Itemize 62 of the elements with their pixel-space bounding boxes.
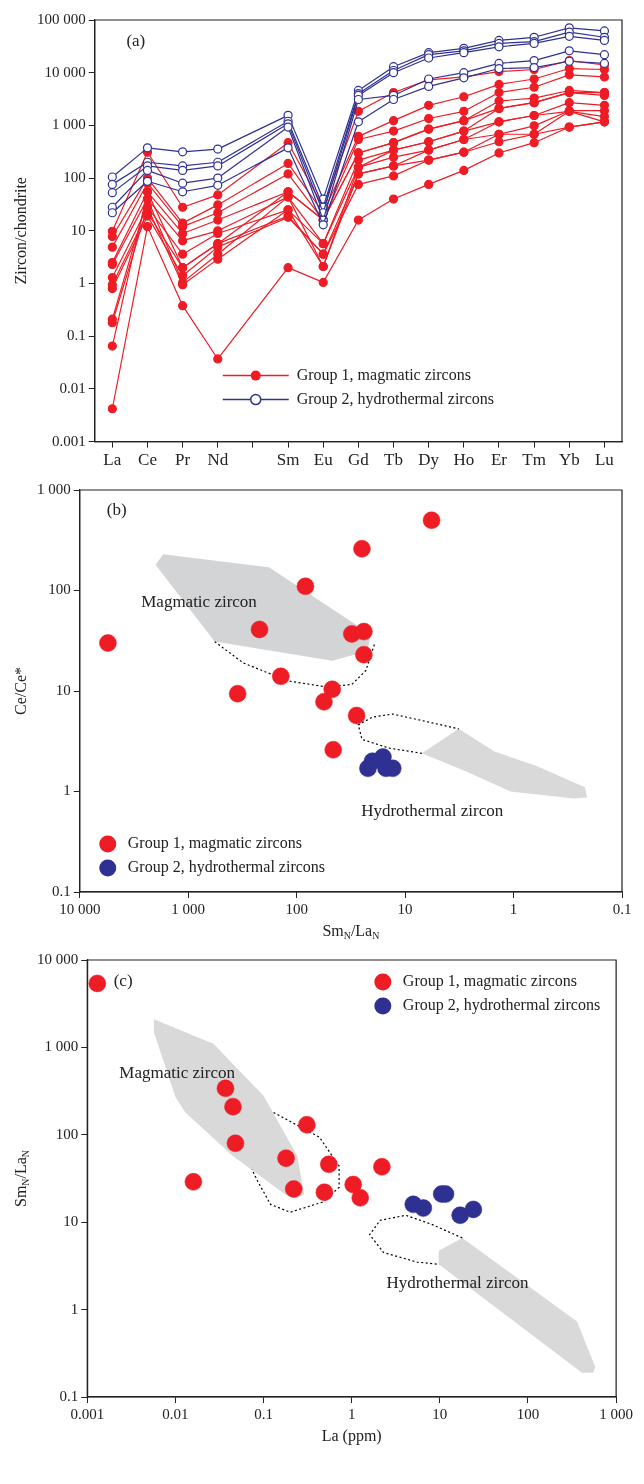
y-tick-label: 10 xyxy=(70,221,86,238)
x-tick-label: Tb xyxy=(384,450,403,470)
x-tick-label: La xyxy=(103,450,122,470)
x-tick-label: 1 000 xyxy=(599,1405,633,1422)
legend-label: Group 2, hydrothermal zircons xyxy=(402,996,601,1015)
y-tick-label: 0.1 xyxy=(59,1387,79,1404)
annotation: (c) xyxy=(113,971,133,991)
x-tick-label: 1 000 xyxy=(171,900,206,917)
x-tick-label: 0.1 xyxy=(254,1405,273,1422)
y-tick-label: 1 xyxy=(70,1300,79,1317)
y-tick-label: 1 xyxy=(78,274,86,291)
x-tick-label: Pr xyxy=(175,450,191,470)
x-tick-label: Eu xyxy=(313,450,334,470)
y-tick-label: 1 xyxy=(63,782,71,799)
y-tick-label: 0.1 xyxy=(67,327,86,344)
y-tick-label: 1 000 xyxy=(44,1038,79,1055)
y-tick-label: 10 xyxy=(63,1213,79,1230)
annotation: Magmatic zircon xyxy=(141,592,258,612)
annotation: Hydrothermal zircon xyxy=(361,801,504,821)
x-tick-label: Dy xyxy=(418,450,440,470)
legend-label: Group 2, hydrothermal zircons xyxy=(127,858,326,877)
y-tick-label: 1 000 xyxy=(52,116,86,133)
x-tick-label: 1 xyxy=(509,900,518,917)
y-axis-title: SmN/LaN xyxy=(12,1150,32,1207)
x-tick-label: 100 xyxy=(516,1405,540,1422)
y-axis-title: Zircon/chondrite xyxy=(12,177,30,285)
y-tick-label: 100 xyxy=(55,1125,79,1142)
y-tick-label: 0.001 xyxy=(52,432,86,449)
x-axis-title: La (ppm) xyxy=(321,1427,382,1446)
y-tick-label: 100 000 xyxy=(37,10,86,27)
annotation: (a) xyxy=(126,30,146,50)
y-tick-label: 100 xyxy=(48,581,71,598)
x-tick-label: Lu xyxy=(594,450,615,470)
x-tick-label: 0.01 xyxy=(162,1405,189,1422)
x-tick-label: Ho xyxy=(453,450,475,470)
y-axis-title: Ce/Ce* xyxy=(12,667,30,715)
y-tick-label: 10 xyxy=(55,681,71,698)
x-tick-label: 1 xyxy=(347,1405,356,1422)
x-tick-label: Nd xyxy=(207,450,229,470)
x-tick-label: Sm xyxy=(276,450,300,470)
x-tick-label: 10 xyxy=(432,1405,448,1422)
x-tick-label: 0.1 xyxy=(612,900,632,917)
x-tick-label: Ce xyxy=(138,450,157,470)
annotation: Hydrothermal zircon xyxy=(386,1272,529,1292)
annotation: Magmatic zircon xyxy=(119,1063,236,1083)
x-tick-label: Tm xyxy=(522,450,546,470)
y-tick-label: 10 000 xyxy=(44,63,86,80)
legend-label: Group 1, magmatic zircons xyxy=(127,834,302,853)
y-tick-label: 100 xyxy=(63,169,86,186)
legend-label: Group 1, magmatic zircons xyxy=(402,972,578,991)
annotation: (b) xyxy=(106,499,127,519)
legend-label: Group 1, magmatic zircons xyxy=(296,365,471,384)
x-tick-label: Gd xyxy=(347,450,370,470)
x-tick-label: 100 xyxy=(285,900,308,917)
y-tick-label: 0.01 xyxy=(59,379,86,396)
x-tick-label: Yb xyxy=(558,450,580,470)
y-tick-label: 1 000 xyxy=(37,480,71,497)
x-tick-label: Er xyxy=(490,450,508,470)
y-tick-label: 10 000 xyxy=(37,950,79,967)
x-tick-label: 10 xyxy=(397,900,413,917)
legend-label: Group 2, hydrothermal zircons xyxy=(296,389,495,408)
y-tick-label: 0.1 xyxy=(52,882,71,899)
